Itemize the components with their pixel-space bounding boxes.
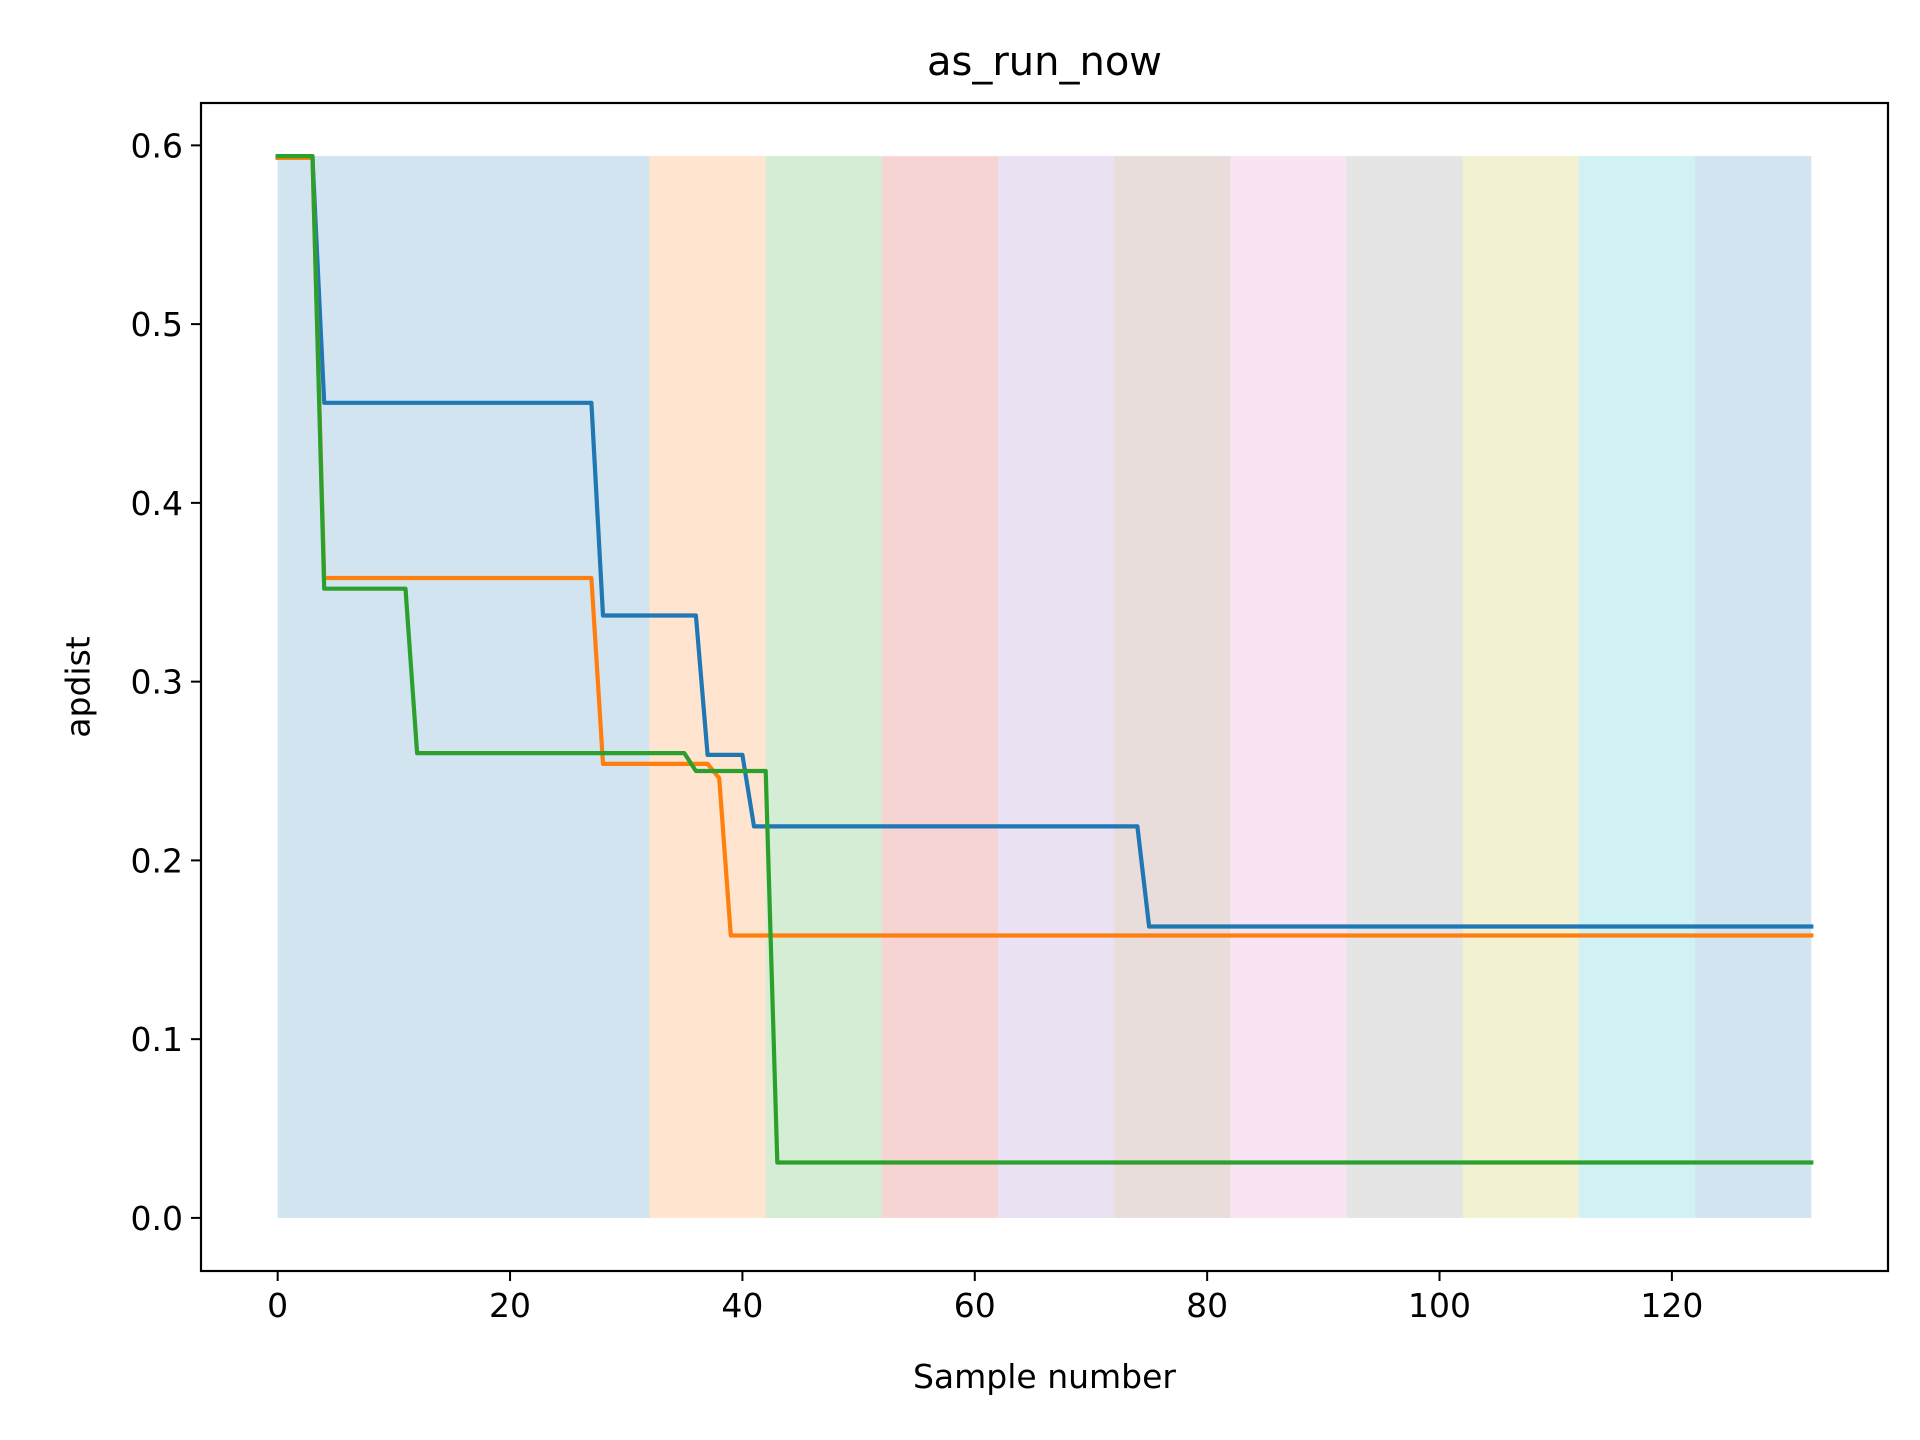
y-tick-label: 0.5 <box>131 305 183 344</box>
y-tick-label: 0.3 <box>131 663 183 702</box>
x-tick-label: 60 <box>954 1286 996 1325</box>
x-tick-label: 40 <box>721 1286 763 1325</box>
y-tick-label: 0.4 <box>131 484 183 523</box>
y-tick-label: 0.1 <box>131 1020 183 1059</box>
band-2 <box>765 156 882 1218</box>
x-axis-label: Sample number <box>913 1357 1176 1396</box>
y-tick-label: 0.6 <box>131 126 183 165</box>
series-line-2 <box>275 154 1814 1165</box>
x-tick-label: 20 <box>489 1286 531 1325</box>
chart-title: as_run_now <box>927 39 1162 85</box>
bands-layer <box>277 156 1812 1218</box>
band-6 <box>1230 156 1347 1218</box>
series-layer <box>275 154 1814 1165</box>
band-9 <box>1578 156 1696 1218</box>
x-ticks: 0 20 40 60 80 100 120 <box>267 1271 1703 1325</box>
band-5 <box>1114 156 1231 1218</box>
band-8 <box>1462 156 1579 1218</box>
x-tick-label: 80 <box>1186 1286 1228 1325</box>
y-tick-label: 0.2 <box>131 841 183 880</box>
plot-frame <box>199 101 1890 1273</box>
band-0 <box>277 156 650 1218</box>
band-3 <box>881 156 999 1218</box>
series-line-0 <box>275 155 1814 929</box>
y-axis-label: apdist <box>59 636 98 737</box>
y-tick-label: 0.0 <box>131 1199 183 1238</box>
x-tick-label: 100 <box>1408 1286 1471 1325</box>
band-7 <box>1346 156 1463 1218</box>
band-4 <box>998 156 1115 1218</box>
x-tick-label: 120 <box>1640 1286 1703 1325</box>
y-ticks: 0.0 0.1 0.2 0.3 0.4 0.5 0.6 <box>131 126 201 1238</box>
band-1 <box>649 156 766 1218</box>
band-10 <box>1695 156 1812 1218</box>
x-tick-label: 0 <box>267 1286 288 1325</box>
